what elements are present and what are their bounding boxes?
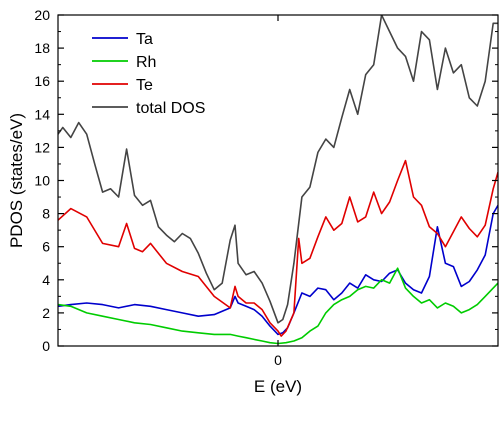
y-tick-label: 16: [34, 73, 50, 89]
y-tick-label: 0: [42, 338, 50, 354]
legend-label-te: Te: [136, 77, 153, 94]
legend-label-ta: Ta: [136, 31, 153, 48]
series-line-rh: [58, 267, 498, 345]
legend-label-rh: Rh: [136, 54, 156, 71]
y-tick-label: 12: [34, 139, 50, 155]
plot-frame: [57, 14, 499, 347]
axes-layer: 0 2 4 6 8 10 12 14 16 18 20 0: [34, 7, 499, 368]
series-line-ta: [58, 204, 498, 336]
y-axis-label: PDOS (states/eV): [7, 113, 26, 248]
series-line-total-dos: [58, 15, 498, 324]
series-line-te: [58, 159, 498, 337]
y-tick-label: 18: [34, 40, 50, 56]
y-tick-label: 2: [42, 305, 50, 321]
x-tick-label: 0: [274, 352, 282, 368]
y-tick-label: 14: [34, 106, 50, 122]
y-tick-label: 10: [34, 173, 50, 189]
y-tick-label: 8: [42, 206, 50, 222]
y-tick-label: 20: [34, 7, 50, 23]
y-tick-label: 6: [42, 239, 50, 255]
legend-label-total-dos: total DOS: [136, 100, 205, 117]
legend: Ta Rh Te total DOS: [92, 31, 205, 117]
y-tick-label: 4: [42, 272, 50, 288]
x-axis-label: E (eV): [254, 377, 302, 396]
series-layer: [58, 15, 498, 345]
